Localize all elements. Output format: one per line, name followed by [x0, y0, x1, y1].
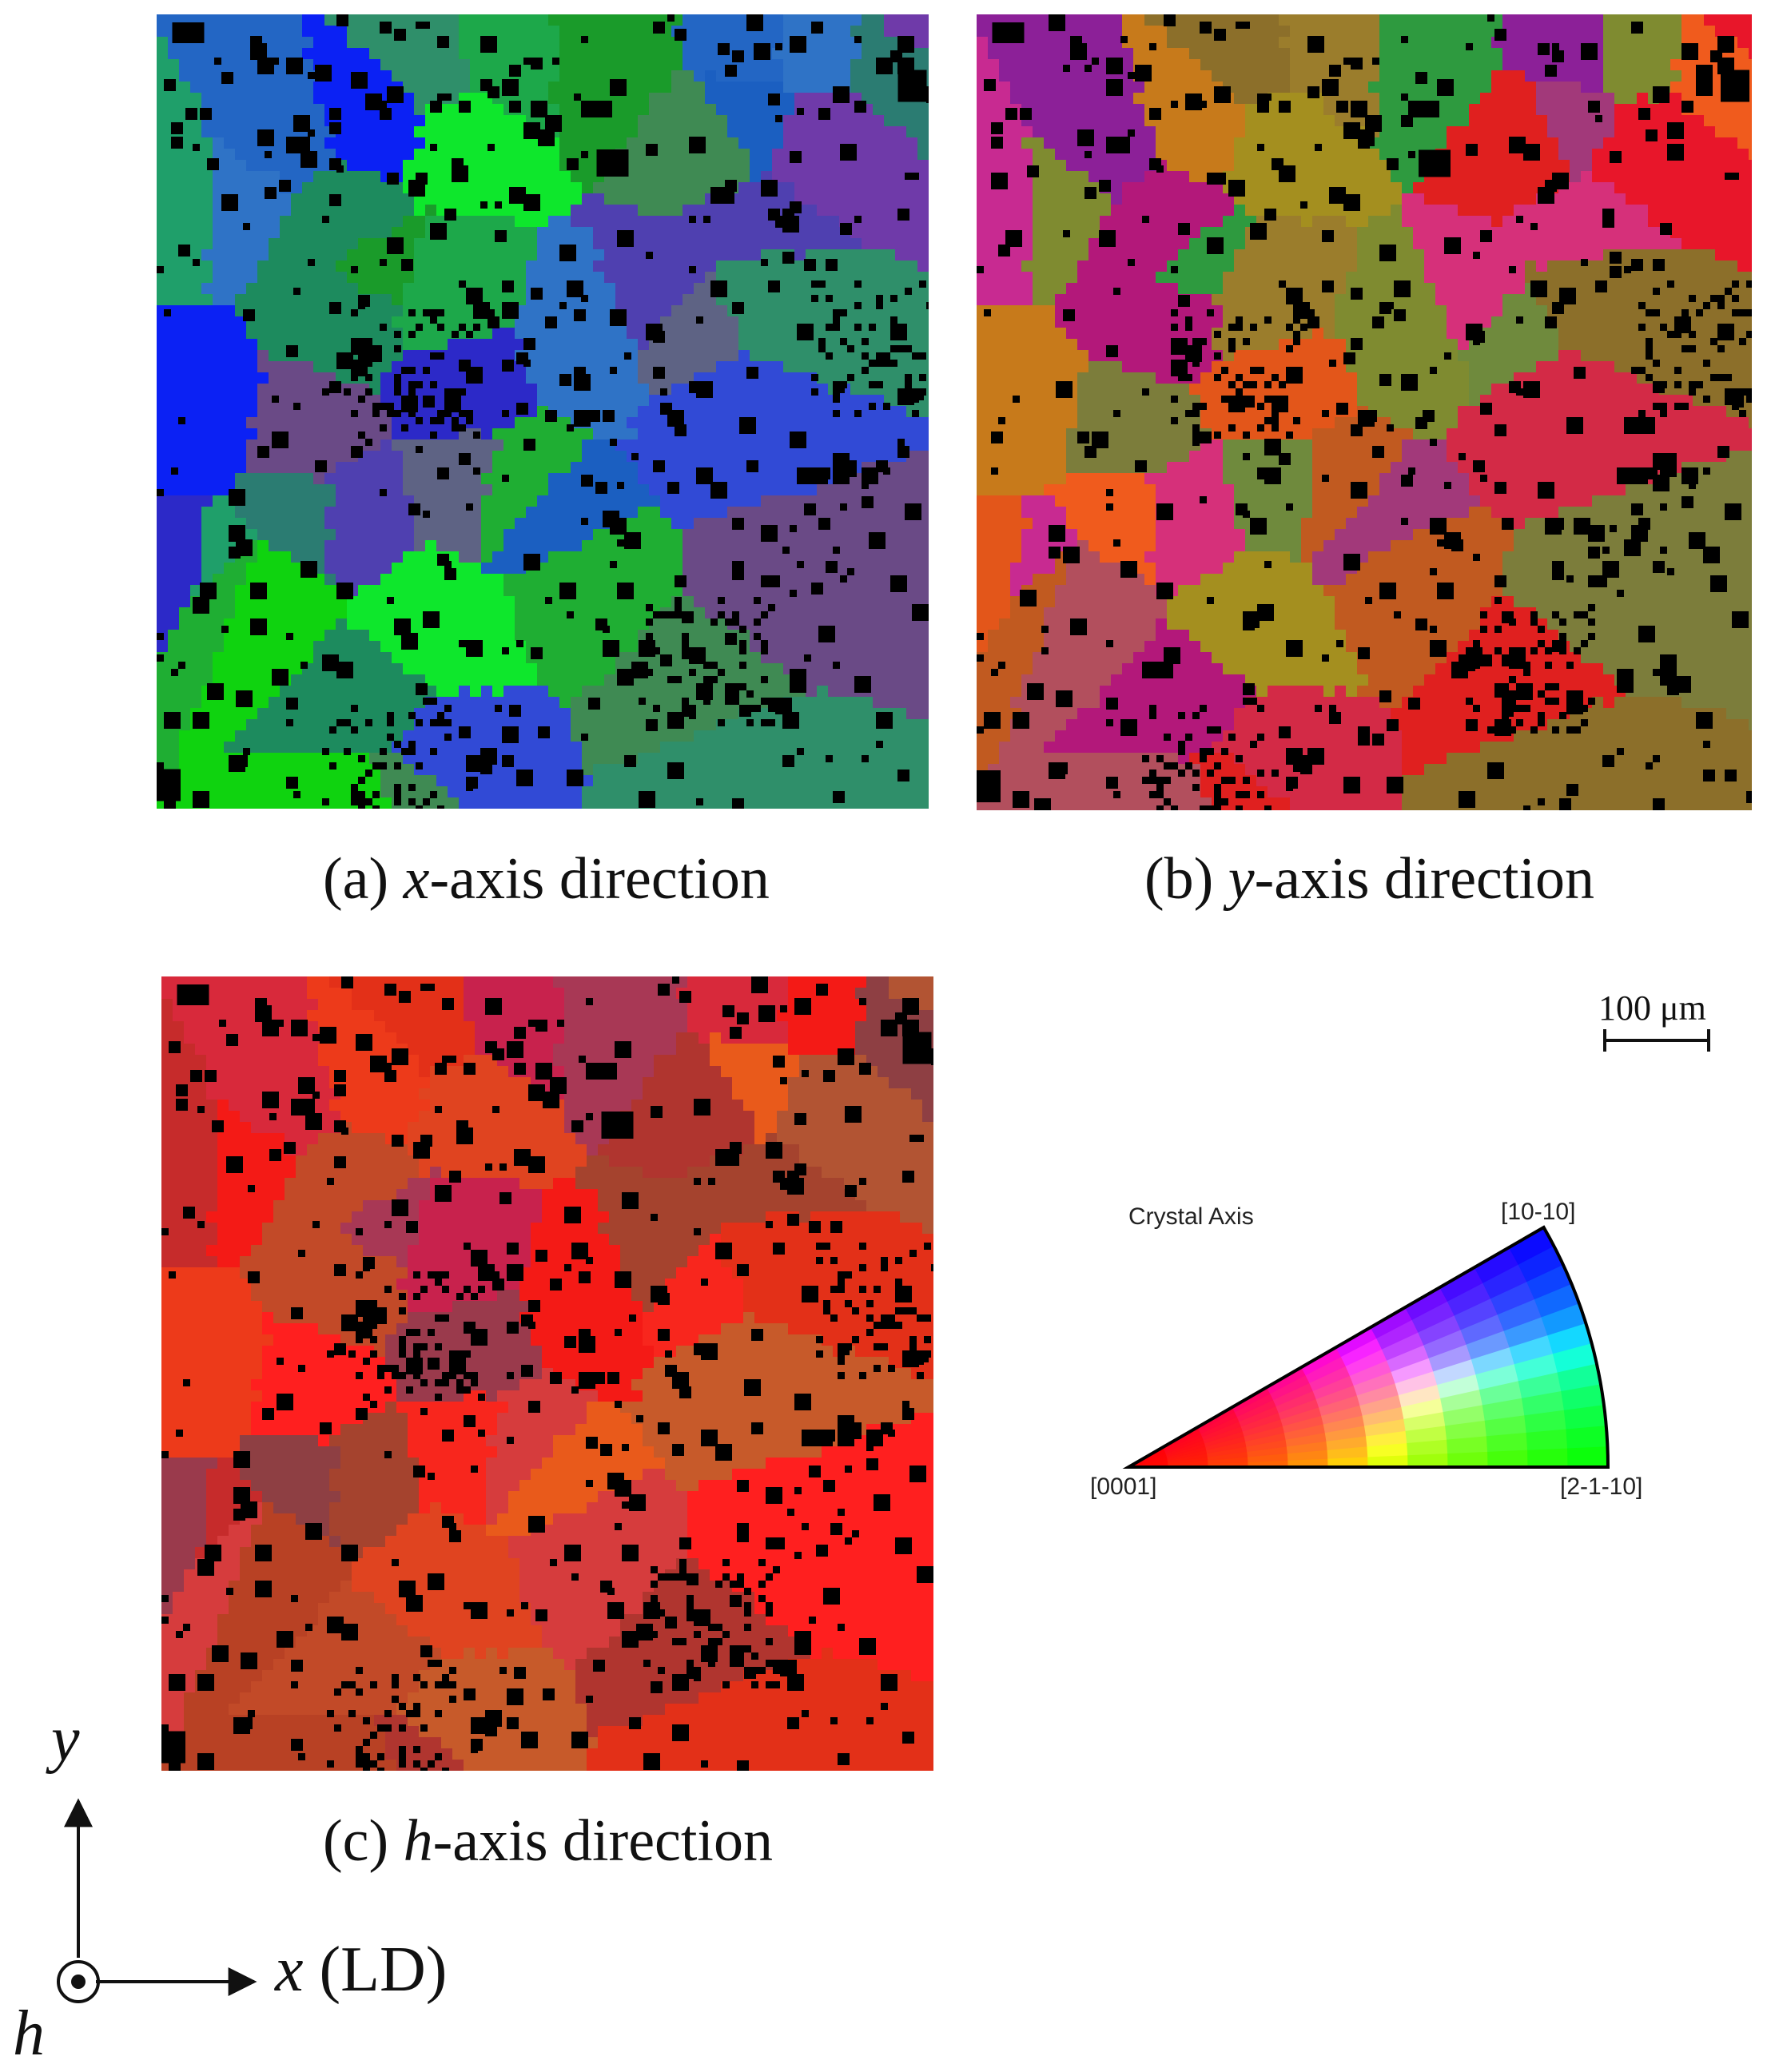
scale-bar-line [1603, 1029, 1710, 1052]
caption-a-prefix: (a) [323, 846, 404, 912]
legend-title: Crystal Axis [1128, 1203, 1254, 1230]
h-axis-out-of-plane-circle [57, 1960, 100, 2003]
caption-c-suffix: -axis direction [432, 1808, 773, 1874]
legend-corner-left: [0001] [1090, 1473, 1157, 1500]
h-axis-label: h [13, 1998, 45, 2069]
h-axis-dot [71, 1975, 86, 1989]
grain-map-c [161, 976, 933, 1771]
x-axis-label: x (LD) [275, 1935, 448, 2005]
inverse-pole-figure-triangle [1122, 1225, 1610, 1469]
grain-map-b [977, 14, 1752, 810]
caption-b: (b) y-axis direction [1144, 845, 1594, 913]
orientation-map-h [161, 976, 933, 1771]
caption-c: (c) h-axis direction [323, 1808, 773, 1875]
scale-bar-label: 100 μm [1598, 988, 1706, 1028]
caption-a-suffix: -axis direction [429, 846, 770, 912]
axes-arrows [57, 1798, 257, 2003]
grain-map-a [157, 14, 929, 809]
coordinate-axes: y x (LD) h [0, 1704, 559, 2072]
caption-c-prefix: (c) [323, 1808, 404, 1874]
caption-a-axis: x [403, 846, 430, 912]
caption-a: (a) x-axis direction [323, 845, 770, 913]
orientation-map-y [977, 14, 1752, 810]
caption-c-axis: h [403, 1808, 433, 1874]
orientation-map-x [157, 14, 929, 809]
caption-b-prefix: (b) [1144, 846, 1228, 912]
legend-corner-top: [10-10] [1501, 1199, 1576, 1225]
caption-b-axis: y [1228, 846, 1255, 912]
legend-corner-right: [2-1-10] [1560, 1473, 1643, 1500]
y-axis-label: y [51, 1704, 80, 1775]
crystal-axis-legend: Crystal Axis [10-10] [0001] [2-1-10] [1087, 1183, 1662, 1518]
caption-b-suffix: -axis direction [1254, 846, 1595, 912]
